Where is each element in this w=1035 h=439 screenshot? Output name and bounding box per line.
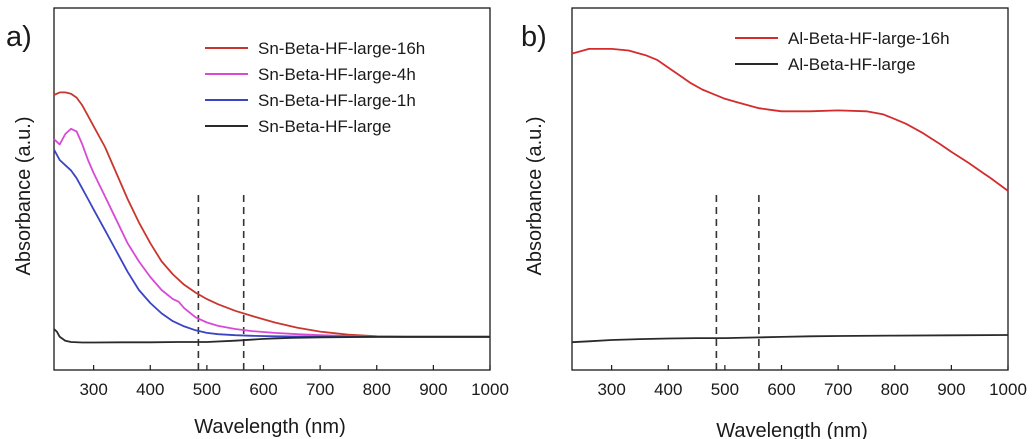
series-line-a-1: [53, 127, 490, 338]
series-line-a-3: [53, 328, 490, 344]
panel-a: a) Wavelength (nm) Absorbance (a.u.) 300…: [6, 7, 509, 438]
legend-label-b-0: Al-Beta-HF-large-16h: [788, 29, 950, 48]
x-tick-label-a: 800: [363, 380, 391, 399]
x-tick-label-a: 700: [306, 380, 334, 399]
legend-label-a-3: Sn-Beta-HF-large: [258, 117, 391, 136]
legend-label-b-1: Al-Beta-HF-large: [788, 55, 916, 74]
panel-b-label: b): [521, 21, 547, 53]
legend-label-a-2: Sn-Beta-HF-large-1h: [258, 91, 416, 110]
series-line-a-0: [53, 91, 490, 338]
x-tick-label-a: 500: [193, 380, 221, 399]
panel-a-ylabel: Absorbance (a.u.): [13, 117, 35, 276]
series-line-b-1: [571, 334, 1009, 344]
series-line-a-2: [53, 149, 490, 338]
plot-frame-a: [53, 7, 491, 371]
x-tick-label-b: 300: [597, 380, 625, 399]
x-tick-label-b: 800: [881, 380, 909, 399]
x-tick-label-a: 900: [419, 380, 447, 399]
x-tick-label-b: 900: [937, 380, 965, 399]
panel-a-label: a): [6, 21, 32, 53]
panel-b-xlabel: Wavelength (nm): [716, 420, 868, 439]
x-tick-label-a: 400: [136, 380, 164, 399]
panel-a-xlabel: Wavelength (nm): [194, 416, 346, 438]
plot-frame-b: [571, 7, 1009, 371]
panel-b: b) Wavelength (nm) Absorbance (a.u.) 300…: [521, 7, 1027, 439]
x-tick-label-b: 400: [654, 380, 682, 399]
series-line-b-0: [571, 48, 1009, 192]
panel-b-ylabel: Absorbance (a.u.): [524, 117, 546, 276]
x-tick-label-b: 1000: [989, 380, 1027, 399]
x-tick-label-a: 600: [249, 380, 277, 399]
x-tick-label-b: 600: [767, 380, 795, 399]
x-tick-label-b: 500: [711, 380, 739, 399]
x-tick-label-b: 700: [824, 380, 852, 399]
legend-label-a-1: Sn-Beta-HF-large-4h: [258, 65, 416, 84]
x-tick-label-a: 300: [79, 380, 107, 399]
legend-label-a-0: Sn-Beta-HF-large-16h: [258, 39, 425, 58]
x-tick-label-a: 1000: [471, 380, 509, 399]
